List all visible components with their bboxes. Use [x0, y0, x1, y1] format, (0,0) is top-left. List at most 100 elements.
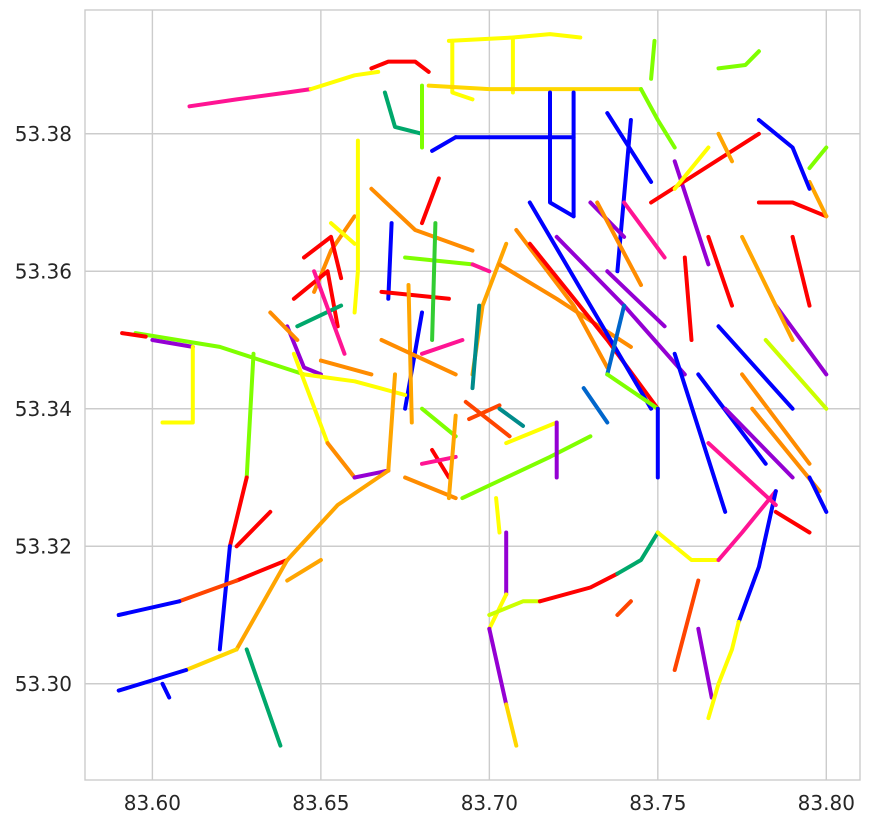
road-segment: [672, 578, 701, 672]
road-segment: [308, 69, 381, 92]
road-segment: [494, 496, 502, 535]
road-segment: [234, 558, 290, 583]
road-segment: [716, 49, 761, 71]
road-segment: [295, 303, 344, 329]
road-segment: [285, 324, 323, 377]
road-segment: [763, 338, 829, 411]
road-segment: [403, 310, 424, 411]
road-segment: [116, 668, 189, 693]
road-segment: [706, 681, 721, 721]
plot-frame: [84, 9, 861, 781]
road-segment: [672, 159, 711, 267]
road-segment: [605, 269, 667, 329]
road-segment: [386, 221, 394, 301]
road-segment: [133, 331, 306, 377]
road-segment: [740, 372, 812, 466]
road-segment: [736, 489, 778, 624]
road-segment: [716, 489, 778, 562]
road-segment: [120, 331, 148, 339]
road-segment: [420, 454, 458, 466]
road-segment: [382, 90, 424, 136]
road-segment: [527, 200, 654, 411]
road-segment: [379, 338, 458, 377]
road-segment: [605, 303, 627, 377]
road-segment: [595, 200, 643, 287]
road-segment: [352, 138, 360, 315]
road-segment: [244, 351, 256, 480]
road-segment: [369, 59, 431, 74]
road-segment: [706, 441, 778, 507]
road-segment: [706, 234, 734, 308]
y-tick-label: 53.36: [15, 259, 72, 283]
y-tick-label: 53.34: [15, 397, 72, 421]
road-segment: [504, 702, 519, 748]
x-axis-ticks: 83.60 83.65 83.70 83.75 83.80: [124, 791, 855, 815]
road-segment: [160, 344, 195, 425]
road-segment: [430, 135, 458, 153]
road-segment: [379, 289, 451, 301]
road-segment: [430, 221, 438, 342]
road-segment: [723, 406, 795, 480]
road-segment: [352, 468, 391, 480]
road-segment: [184, 647, 239, 672]
road-segment: [470, 303, 482, 391]
road-segment: [682, 255, 694, 342]
road-segment: [420, 176, 441, 226]
road-segment: [716, 619, 741, 686]
road-segment: [312, 269, 347, 356]
road-segment: [450, 38, 475, 102]
x-tick-label: 83.60: [124, 791, 181, 815]
road-segment: [285, 558, 323, 583]
road-segment: [460, 434, 593, 501]
road-segment: [234, 509, 273, 549]
road-segment: [227, 475, 249, 549]
road-segment: [740, 234, 795, 342]
road-segment: [467, 403, 502, 422]
road-segment: [756, 118, 812, 191]
road-segment: [807, 475, 829, 514]
road-segment: [369, 186, 475, 253]
road-segment: [615, 530, 660, 576]
road-segment: [487, 599, 542, 617]
road-segment: [329, 221, 357, 246]
road-segment: [420, 338, 465, 356]
road-segment: [150, 338, 195, 349]
road-segment: [302, 372, 408, 397]
road-segments: [116, 32, 829, 748]
road-segment: [716, 324, 795, 411]
road-segment: [639, 87, 677, 150]
road-segment: [177, 578, 239, 604]
road-segment: [527, 241, 660, 411]
road-segment: [773, 509, 812, 535]
road-segment: [615, 599, 633, 617]
road-segment: [430, 448, 451, 480]
road-segment: [672, 351, 728, 514]
road-segment: [446, 413, 458, 501]
x-tick-label: 83.80: [798, 791, 855, 815]
road-segment: [116, 599, 182, 617]
road-segment: [504, 420, 559, 446]
road-segment: [696, 372, 768, 466]
road-segment: [696, 626, 714, 700]
y-tick-label: 53.32: [15, 534, 72, 558]
y-axis-ticks: 53.30 53.32 53.34 53.36 53.38: [15, 122, 72, 696]
road-segment: [672, 145, 711, 191]
road-segment: [537, 571, 620, 604]
y-tick-label: 53.30: [15, 672, 72, 696]
road-segment: [807, 145, 829, 171]
road-segment: [291, 351, 330, 446]
road-segment: [649, 38, 657, 81]
road-segment: [446, 32, 583, 43]
x-tick-label: 83.70: [461, 791, 518, 815]
x-tick-label: 83.65: [292, 791, 349, 815]
road-segment: [497, 406, 525, 428]
road-segment: [234, 558, 290, 652]
road-segment: [716, 131, 734, 164]
road-segment: [773, 303, 829, 377]
road-segment: [790, 234, 812, 308]
road-segment: [403, 255, 475, 267]
road-segment: [268, 310, 300, 342]
road-segment: [622, 200, 667, 260]
road-segment: [463, 399, 512, 439]
